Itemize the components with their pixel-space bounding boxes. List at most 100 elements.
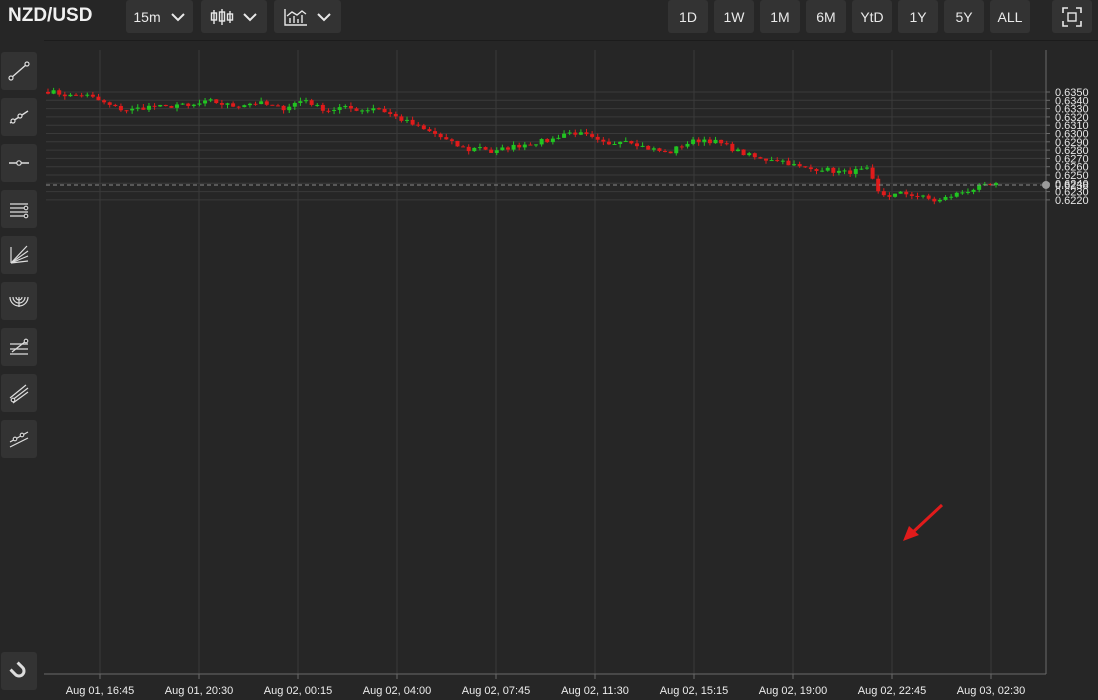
candle-body bbox=[904, 191, 909, 195]
extended-line-tool[interactable] bbox=[1, 420, 37, 458]
candle-down bbox=[881, 188, 886, 197]
candle-body bbox=[646, 145, 651, 150]
range-button-1d[interactable]: 1D bbox=[668, 0, 708, 33]
candle-body bbox=[887, 195, 892, 197]
candle-down bbox=[270, 104, 275, 106]
candle-body bbox=[410, 119, 415, 125]
candle-down bbox=[46, 88, 50, 95]
chart-type-dropdown[interactable] bbox=[201, 0, 267, 33]
ray-tool[interactable] bbox=[1, 98, 37, 136]
candle-down bbox=[348, 102, 353, 113]
candle-body bbox=[158, 104, 163, 107]
indicators-dropdown[interactable] bbox=[274, 0, 341, 33]
candle-body bbox=[769, 160, 774, 162]
candle-up bbox=[640, 142, 645, 148]
candle-body bbox=[399, 116, 404, 121]
candle-down bbox=[707, 136, 712, 146]
candle-body bbox=[360, 110, 365, 112]
candle-body bbox=[651, 148, 656, 150]
trend-line-tool[interactable] bbox=[1, 52, 37, 90]
candle-up bbox=[522, 141, 527, 151]
parallel-channel-tool[interactable] bbox=[1, 190, 37, 228]
candle-up bbox=[971, 188, 976, 195]
candle-body bbox=[427, 129, 432, 132]
candle-body bbox=[752, 153, 757, 158]
candle-down bbox=[214, 99, 219, 104]
candle-body bbox=[792, 164, 797, 166]
candle-body bbox=[842, 170, 847, 172]
arc-tool[interactable] bbox=[1, 282, 37, 320]
fullscreen-button[interactable] bbox=[1052, 0, 1092, 33]
fan-tool[interactable] bbox=[1, 236, 37, 274]
candle-down bbox=[107, 101, 112, 108]
grid-lines bbox=[46, 50, 1046, 674]
range-button-1y[interactable]: 1Y bbox=[898, 0, 938, 33]
candle-up bbox=[685, 141, 690, 149]
candle-down bbox=[764, 158, 769, 164]
candle-up bbox=[674, 146, 679, 156]
candle-down bbox=[724, 140, 729, 146]
candle-up bbox=[960, 190, 965, 195]
price-tick-label: 0.6260 bbox=[1055, 162, 1089, 174]
candle-body bbox=[130, 108, 135, 111]
magnet-tool[interactable] bbox=[1, 652, 37, 690]
candle-down bbox=[236, 105, 241, 110]
candle-up bbox=[365, 107, 370, 114]
candle-body bbox=[590, 134, 595, 137]
candle-up bbox=[500, 144, 505, 151]
candle-up bbox=[343, 104, 348, 109]
arrow-annotation[interactable] bbox=[903, 503, 944, 541]
range-button-6m[interactable]: 6M bbox=[806, 0, 846, 33]
price-tick-label: 0.6340 bbox=[1055, 95, 1089, 107]
price-tick-label: 0.6290 bbox=[1055, 137, 1089, 149]
candle-body bbox=[438, 133, 443, 138]
candle-body bbox=[219, 103, 224, 105]
candle-down bbox=[489, 147, 494, 154]
candle-body bbox=[135, 107, 140, 109]
current-price-label: 0.6238 bbox=[1055, 180, 1089, 192]
candle-body bbox=[461, 146, 466, 148]
time-tick-label: Aug 01, 16:45 bbox=[66, 685, 135, 697]
candle-body bbox=[203, 100, 208, 104]
candle-body bbox=[775, 160, 780, 162]
candle-up bbox=[943, 195, 948, 201]
candle-up bbox=[691, 136, 696, 146]
candle-up bbox=[702, 136, 707, 146]
range-button-5y[interactable]: 5Y bbox=[944, 0, 984, 33]
candle-down bbox=[831, 166, 836, 177]
fib-retracement-tool[interactable] bbox=[1, 328, 37, 366]
candle-body bbox=[393, 113, 398, 117]
arc-icon bbox=[9, 296, 29, 307]
candle-body bbox=[954, 192, 959, 197]
candle-down bbox=[90, 91, 95, 99]
interval-dropdown[interactable]: 15m bbox=[126, 0, 193, 33]
candle-up bbox=[820, 167, 825, 173]
candle-body bbox=[281, 105, 286, 111]
candle-down bbox=[904, 189, 909, 198]
pitchfork-icon bbox=[9, 384, 29, 404]
range-button-all[interactable]: ALL bbox=[990, 0, 1030, 33]
candle-down bbox=[326, 108, 331, 114]
symbol-title[interactable]: NZD/USD bbox=[8, 5, 93, 26]
candle-body bbox=[315, 104, 320, 106]
candle-up bbox=[191, 103, 196, 108]
candle-body bbox=[102, 100, 107, 103]
candle-body bbox=[780, 160, 785, 162]
time-tick-label: Aug 03, 02:30 bbox=[957, 685, 1026, 697]
pitchfork-tool[interactable] bbox=[1, 374, 37, 412]
candle-down bbox=[102, 99, 107, 105]
candle-up bbox=[203, 98, 208, 107]
candle-up bbox=[562, 130, 567, 139]
range-button-1w[interactable]: 1W bbox=[714, 0, 754, 33]
candle-body bbox=[898, 191, 903, 194]
time-tick-label: Aug 02, 15:15 bbox=[660, 685, 729, 697]
candle-body bbox=[247, 103, 252, 106]
range-button-1m[interactable]: 1M bbox=[760, 0, 800, 33]
candle-down bbox=[887, 192, 892, 200]
range-button-ytd[interactable]: YtD bbox=[852, 0, 892, 33]
horizontal-line-tool[interactable] bbox=[1, 144, 37, 182]
candle-body bbox=[758, 157, 763, 159]
chevron-down-icon bbox=[170, 12, 185, 21]
time-tick-label: Aug 02, 00:15 bbox=[264, 685, 333, 697]
